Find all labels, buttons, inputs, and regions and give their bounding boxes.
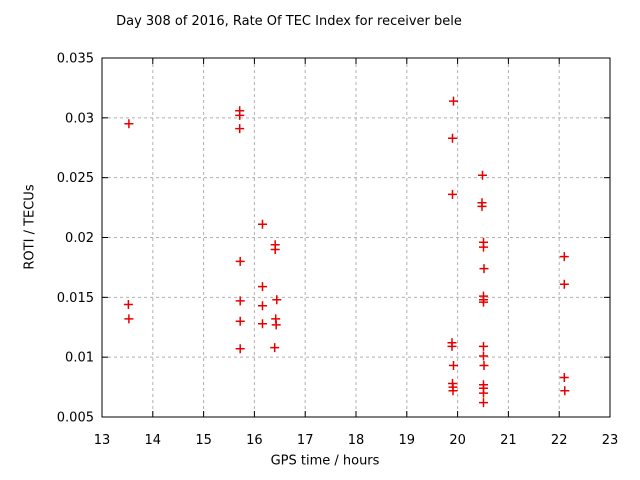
data-point-marker xyxy=(448,189,457,199)
data-point-marker xyxy=(560,386,570,396)
data-point-marker xyxy=(449,96,458,106)
data-point-marker xyxy=(235,124,245,134)
chart-title: Day 308 of 2016, Rate Of TEC Index for r… xyxy=(116,14,462,29)
y-tick-label: 0.03 xyxy=(65,111,94,126)
data-point-marker xyxy=(447,341,457,351)
data-point-marker xyxy=(479,297,488,307)
data-point-marker xyxy=(479,341,488,351)
y-tick-label: 0.015 xyxy=(57,291,94,306)
data-point-marker xyxy=(235,110,245,120)
y-tick-label: 0.035 xyxy=(57,52,94,67)
data-point-marker xyxy=(235,344,245,354)
data-point-marker xyxy=(448,133,457,143)
data-point-marker xyxy=(258,319,267,329)
data-point-marker xyxy=(124,119,134,129)
data-point-marker xyxy=(235,296,245,306)
data-point-marker xyxy=(235,256,245,266)
x-tick-label: 13 xyxy=(94,433,111,448)
data-point-marker xyxy=(479,242,488,252)
y-tick-label: 0.02 xyxy=(65,231,94,246)
x-tick-label: 15 xyxy=(195,433,212,448)
x-tick-label: 23 xyxy=(602,433,619,448)
x-tick-label: 21 xyxy=(500,433,517,448)
data-point-marker xyxy=(448,386,458,396)
y-tick-label: 0.025 xyxy=(57,171,94,186)
data-point-marker xyxy=(478,170,487,180)
data-point-marker xyxy=(258,219,267,229)
data-point-marker xyxy=(271,320,281,330)
data-point-marker xyxy=(477,201,487,211)
data-point-marker xyxy=(258,301,267,311)
data-point-marker xyxy=(479,264,489,274)
data-point-marker xyxy=(123,300,133,309)
data-point-marker xyxy=(272,295,282,305)
x-axis-label: GPS time / hours xyxy=(270,453,380,469)
x-tick-label: 19 xyxy=(399,433,416,448)
y-tick-label: 0.005 xyxy=(57,411,94,426)
data-point-marker xyxy=(270,245,280,254)
data-point-marker xyxy=(559,279,569,289)
x-tick-label: 17 xyxy=(297,433,314,448)
data-point-marker xyxy=(258,282,267,292)
data-point-marker xyxy=(235,316,245,326)
data-point-marker xyxy=(270,343,280,353)
data-point-marker xyxy=(124,314,134,324)
x-tick-label: 18 xyxy=(348,433,365,448)
data-point-marker xyxy=(479,351,488,361)
x-tick-label: 16 xyxy=(246,433,263,448)
data-point-marker xyxy=(479,388,488,398)
data-point-marker xyxy=(559,373,569,382)
data-point-marker xyxy=(479,398,488,408)
data-point-marker xyxy=(479,361,489,370)
data-point-marker xyxy=(559,252,569,262)
y-tick-label: 0.01 xyxy=(65,351,94,366)
x-tick-label: 22 xyxy=(551,433,568,448)
x-tick-label: 20 xyxy=(449,433,466,448)
data-point-marker xyxy=(449,361,458,370)
x-tick-label: 14 xyxy=(145,433,162,448)
